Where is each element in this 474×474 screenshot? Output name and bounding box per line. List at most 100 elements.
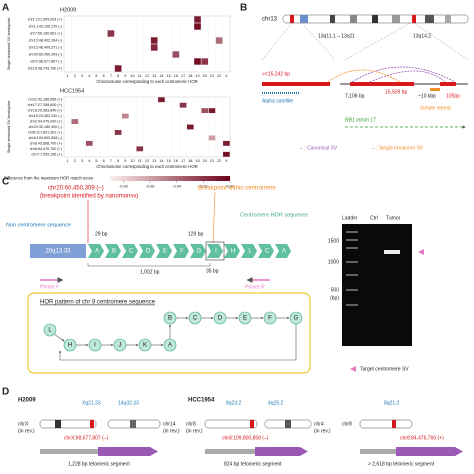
panel-label: A — [2, 3, 9, 14]
hor-block-label: I — [215, 249, 217, 255]
x-tick-label: 12 — [145, 74, 149, 78]
single-breakend-sv — [327, 69, 401, 83]
heat-cell — [179, 102, 187, 108]
panel-label: B — [240, 3, 247, 14]
hor-node — [163, 338, 177, 352]
primer-label: Primer R — [245, 284, 265, 290]
chrom-label: chrX — [18, 421, 29, 427]
x-tick-label: 6 — [103, 159, 105, 163]
band — [445, 15, 451, 23]
x-tick-label: 17 — [181, 74, 185, 78]
hor-block — [275, 244, 291, 258]
breakpoint-label: chrX:98,677,807 (–) — [64, 435, 109, 441]
x-tick-label: 2 — [74, 159, 76, 163]
chrom-label: chr13 — [262, 17, 278, 23]
breakpoint — [250, 420, 254, 428]
hor-block-label: L — [248, 249, 252, 255]
heat-cell — [107, 30, 115, 37]
y-axis-label: Single breakend SV breakpoint — [7, 100, 11, 153]
x-tick-label: 9 — [124, 159, 126, 163]
segment-label: 1,228 bp telomeric segment — [68, 461, 130, 467]
non-centromere — [30, 244, 86, 258]
row-label: chr1:121,509,003 (+) — [28, 17, 62, 21]
hor-block — [156, 244, 172, 258]
band-pointer — [418, 249, 424, 255]
row-label: chr7:58,160,651 (+) — [30, 31, 62, 35]
hor-block — [105, 244, 121, 258]
annotation: Breakpoint within centromere — [198, 186, 276, 192]
length-label: 105bp — [446, 93, 460, 99]
x-tick-label: 7 — [110, 74, 112, 78]
row-label: chr11:92,186,556 (+) — [28, 98, 62, 102]
hor-block — [258, 244, 274, 258]
colorbar-tick-label: -0.08 — [119, 185, 128, 189]
telomeric-segment — [396, 447, 463, 456]
colorbar-tick-label: -0.06 — [146, 185, 155, 189]
breakpoint — [90, 420, 94, 428]
x-tick-label: 19 — [195, 74, 199, 78]
row-label: chr8:117,801,301 (+) — [28, 130, 62, 134]
colorbar-tick-label: 0.00 — [226, 185, 233, 189]
size-label: 1500 — [328, 238, 339, 244]
hor-node — [188, 311, 202, 325]
heatmaps: H2009 chr1:121,509,003 (+) chr1:143,196,17… — [4, 7, 234, 188]
length-label: ~10 kbp — [418, 93, 436, 99]
legend-entry: Target centromere SV — [360, 366, 409, 372]
x-tick-label: 18 — [188, 159, 192, 163]
heat-cell — [136, 146, 144, 152]
heat-cell — [114, 130, 122, 135]
hor-block — [241, 244, 257, 258]
x-tick-label: 20 — [203, 74, 207, 78]
heat-cell — [150, 44, 158, 51]
x-tick-label: 18 — [188, 74, 192, 78]
hor-block-label: C — [129, 249, 134, 255]
size-label: 500 — [331, 287, 340, 293]
hor-node — [113, 338, 127, 352]
chrom-label: (in rev.) — [18, 428, 35, 434]
breakpoint-label: chr8:84,476,760 (+) — [400, 435, 444, 441]
sequence: 20q13.33 A B C D E F G I H L C A — [30, 241, 291, 261]
band — [350, 15, 357, 23]
x-tick-label: 15 — [167, 159, 171, 163]
segment — [350, 82, 414, 86]
length-label: 15,509 bp — [385, 89, 407, 95]
legend-entry: – : Canonical SV — [300, 145, 338, 151]
loop-arrow — [58, 324, 297, 361]
band-label: 13q14.2 — [413, 33, 431, 39]
colorbar — [110, 176, 230, 181]
x-tick-label: 17 — [181, 159, 185, 163]
chromosome — [39, 419, 97, 429]
x-tick-label: 11 — [138, 74, 142, 78]
row-label: chrX:98,677,807 (-) — [30, 59, 62, 63]
x-tick-label: 13 — [152, 74, 156, 78]
hor-block-label: C — [265, 249, 270, 255]
chrom-label: (in rev.) — [163, 428, 180, 434]
segment — [440, 82, 456, 86]
heat-cell — [194, 23, 201, 30]
hor-node — [138, 338, 152, 352]
x-tick-label: 8 — [117, 74, 119, 78]
band — [392, 15, 400, 23]
length-label: 1,002 bp — [140, 269, 160, 275]
x-tick-label: 2 — [74, 74, 76, 78]
ideogram — [282, 14, 469, 24]
x-tick-label: 14 — [159, 74, 163, 78]
segment — [205, 449, 255, 454]
hor-block — [122, 244, 138, 258]
hor-block-label: A — [95, 249, 99, 255]
breakpoint-box — [205, 241, 225, 261]
band — [55, 420, 61, 428]
segment-label: 824 bp telomeric segment — [224, 461, 282, 467]
length-label: 129 bp — [188, 231, 204, 237]
row-label: chr13:48,400,371 (-) — [29, 45, 62, 49]
length-label: >=15,242 bp — [262, 71, 290, 77]
hor-node-label: H — [68, 343, 72, 349]
heat-cell — [158, 97, 165, 103]
x-tick-label: 3 — [81, 159, 83, 163]
x-tick-label: 22 — [217, 159, 221, 163]
row-label: chr16:48,743,760 (+) — [28, 66, 62, 70]
colorbar-label: Difference from the maximum HOR match sc… — [4, 176, 94, 181]
hor-block-label: G — [197, 249, 202, 255]
x-tick-label: 16 — [174, 159, 178, 163]
ladder-bands — [346, 231, 358, 306]
